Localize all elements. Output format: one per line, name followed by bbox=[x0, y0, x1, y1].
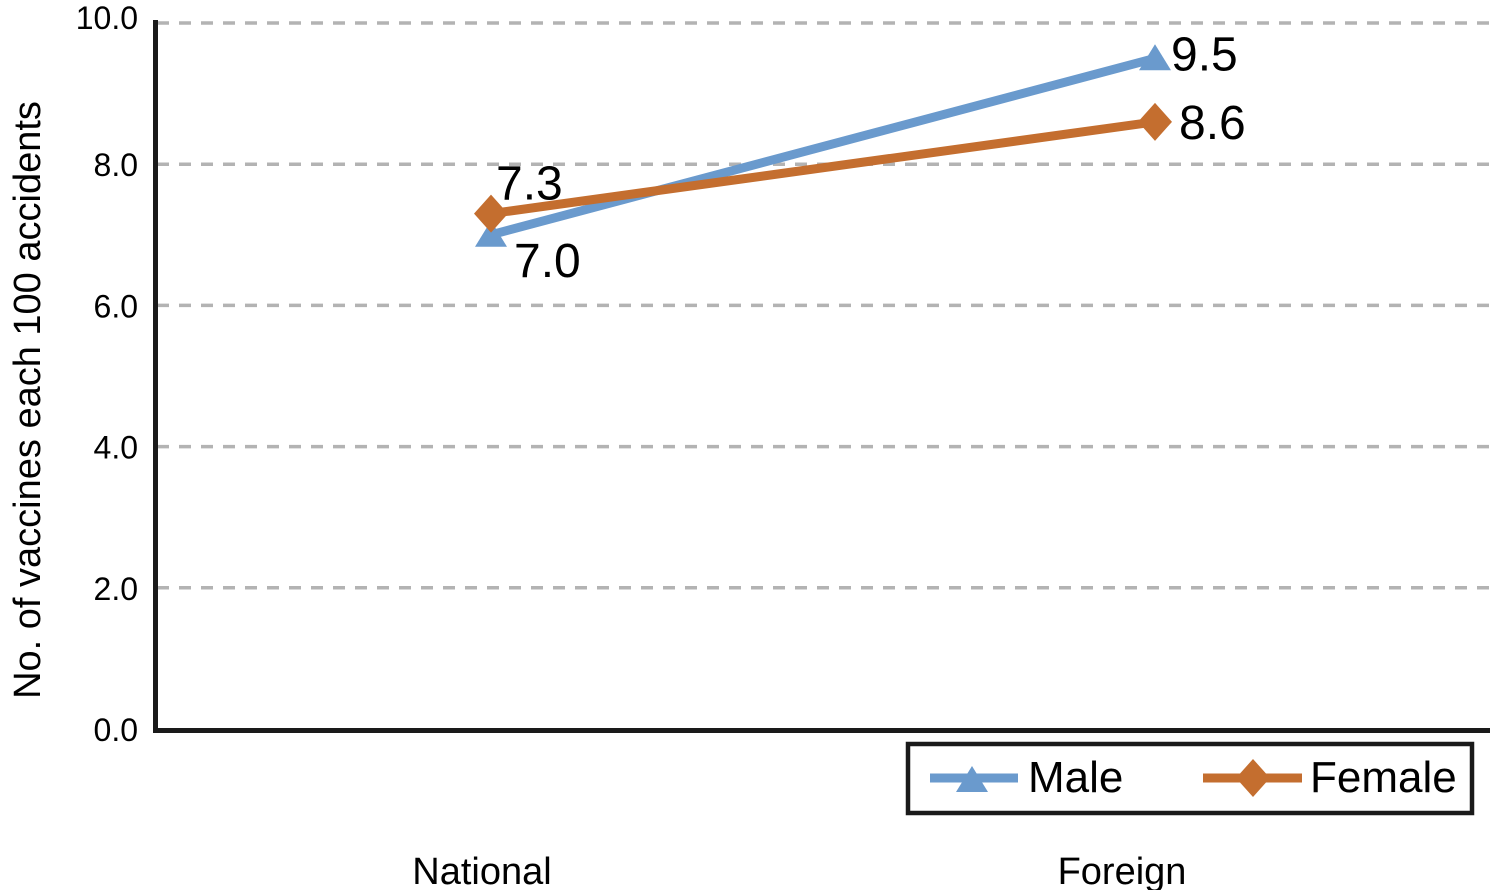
x-category-labels: National Foreign bbox=[412, 851, 1186, 890]
legend: Male Female bbox=[905, 741, 1475, 816]
triangle-marker-icon bbox=[475, 220, 507, 247]
y-tick-label: 2.0 bbox=[94, 571, 138, 607]
y-tick-label: 10.0 bbox=[76, 0, 138, 36]
legend-item-male: Male bbox=[930, 753, 1123, 802]
y-tick-label: 0.0 bbox=[94, 712, 138, 748]
y-tick-label: 6.0 bbox=[94, 288, 138, 324]
diamond-marker-icon bbox=[474, 194, 508, 233]
series-line-female bbox=[490, 117, 1156, 219]
data-label: 9.5 bbox=[1171, 28, 1238, 81]
y-axis-title: No. of vaccines each 100 accidents bbox=[7, 101, 49, 699]
legend-female-label: Female bbox=[1310, 753, 1457, 802]
y-tick-label: 4.0 bbox=[94, 430, 138, 466]
data-label: 8.6 bbox=[1179, 97, 1246, 150]
series-plot: 7.0 9.5 7.3 8.6 bbox=[474, 28, 1246, 288]
data-label: 7.0 bbox=[514, 235, 581, 288]
y-tick-labels: 0.0 2.0 4.0 6.0 8.0 10.0 bbox=[76, 0, 138, 748]
gridlines bbox=[157, 21, 1493, 590]
legend-male-triangle-icon bbox=[956, 766, 988, 792]
triangle-marker-icon bbox=[956, 766, 988, 792]
legend-item-female: Female bbox=[1203, 753, 1457, 802]
x-category-label: National bbox=[412, 851, 551, 890]
series-line-male bbox=[489, 53, 1157, 240]
data-label: 7.3 bbox=[496, 158, 563, 211]
triangle-marker-icon bbox=[1139, 44, 1171, 71]
legend-female-diamond-icon bbox=[1236, 759, 1270, 797]
diamond-marker-icon bbox=[1236, 759, 1270, 797]
y-tick-label: 8.0 bbox=[94, 147, 138, 183]
legend-box bbox=[905, 741, 1475, 816]
diamond-marker-icon bbox=[1138, 102, 1172, 141]
x-category-label: Foreign bbox=[1058, 851, 1187, 890]
legend-male-label: Male bbox=[1028, 753, 1123, 802]
